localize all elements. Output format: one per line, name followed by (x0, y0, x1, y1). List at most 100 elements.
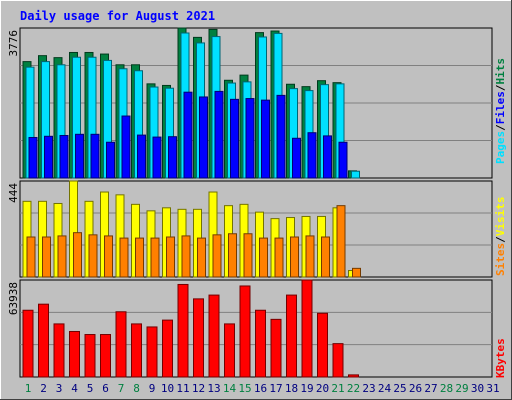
day-label-13: 13 (207, 382, 220, 395)
bar-kbytes-day-7 (115, 311, 127, 378)
bar-pages-day-3 (59, 134, 69, 179)
bar-pages-day-15 (245, 98, 255, 179)
bar-pages-day-13 (214, 90, 224, 179)
day-label-25: 25 (393, 382, 406, 395)
bar-kbytes-day-19 (301, 279, 313, 378)
bar-sites-day-5 (88, 234, 98, 278)
day-label-19: 19 (300, 382, 313, 395)
bar-pages-day-14 (230, 98, 239, 179)
day-label-14: 14 (223, 382, 237, 395)
legend-item-pages: Pages (494, 131, 507, 164)
bar-kbytes-day-18 (286, 294, 297, 378)
bar-pages-day-2 (44, 135, 53, 179)
day-label-6: 6 (102, 382, 109, 395)
panel-max-label: 63938 (7, 282, 20, 315)
bar-sites-day-22 (352, 267, 361, 278)
bar-files-day-22 (351, 170, 360, 179)
bar-kbytes-day-9 (146, 326, 158, 378)
day-label-5: 5 (87, 382, 94, 395)
bar-sites-day-8 (135, 237, 144, 278)
bar-sites-day-9 (150, 237, 160, 278)
legend-item-hits: Hits (494, 58, 507, 85)
day-label-16: 16 (254, 382, 267, 395)
day-label-28: 28 (440, 382, 453, 395)
legend-item-visits: Visits (494, 197, 507, 237)
bar-sites-day-10 (166, 236, 175, 278)
day-label-3: 3 (56, 382, 63, 395)
bar-pages-day-6 (106, 141, 115, 179)
day-label-10: 10 (161, 382, 174, 395)
day-label-21: 21 (331, 382, 344, 395)
chart-panels: 3776 444 63938 (7, 27, 493, 378)
legend-item-files: Files (494, 91, 507, 124)
bar-pages-day-21 (338, 141, 348, 179)
bar-kbytes-day-22 (348, 374, 359, 378)
bar-pages-day-4 (75, 133, 84, 179)
bar-pages-day-17 (276, 94, 286, 179)
bar-kbytes-day-6 (100, 334, 111, 378)
day-label-1: 1 (25, 382, 32, 395)
chart-title: Daily usage for August 2021 (20, 9, 215, 23)
bar-sites-day-15 (243, 233, 253, 278)
bar-pages-day-20 (323, 135, 332, 179)
bar-sites-day-4 (73, 232, 82, 278)
bar-kbytes-day-1 (22, 309, 34, 378)
day-label-11: 11 (176, 382, 189, 395)
bar-sites-day-1 (26, 236, 36, 278)
legend-item-sites: Sites (494, 243, 507, 276)
bar-pages-day-18 (292, 137, 301, 179)
panel-visits-sites: 444 (7, 180, 493, 278)
day-label-7: 7 (118, 382, 125, 395)
panel-hits-files-pages: 3776 (7, 27, 493, 179)
bar-pages-day-19 (307, 132, 317, 179)
panel-max-label: 3776 (7, 30, 20, 57)
day-label-30: 30 (471, 382, 484, 395)
bar-pages-day-7 (121, 115, 131, 179)
day-label-23: 23 (362, 382, 375, 395)
bar-kbytes-day-11 (177, 283, 189, 378)
bar-sites-day-7 (119, 237, 129, 278)
bar-pages-day-9 (152, 136, 162, 179)
bar-kbytes-day-17 (270, 318, 282, 378)
legend-separator: / (494, 236, 507, 243)
day-label-27: 27 (424, 382, 437, 395)
day-label-2: 2 (40, 382, 47, 395)
panel-max-label: 444 (7, 183, 20, 203)
bar-pages-day-10 (168, 136, 177, 179)
bar-sites-day-18 (290, 236, 299, 278)
day-label-18: 18 (285, 382, 298, 395)
day-label-8: 8 (133, 382, 140, 395)
bar-pages-day-5 (90, 133, 100, 179)
bar-kbytes-day-3 (53, 323, 65, 378)
day-label-20: 20 (316, 382, 329, 395)
day-label-26: 26 (409, 382, 422, 395)
legend-visits-sites: Sites/Visits (494, 197, 507, 277)
day-label-24: 24 (378, 382, 392, 395)
bar-kbytes-day-5 (84, 334, 96, 378)
bar-kbytes-day-13 (208, 294, 220, 378)
bar-sites-day-16 (259, 237, 268, 278)
bar-sites-day-13 (212, 234, 222, 278)
bar-sites-day-20 (321, 236, 330, 278)
bar-sites-day-19 (305, 235, 315, 278)
legend-kbytes: KBytes (494, 338, 507, 378)
bar-kbytes-day-4 (69, 330, 80, 378)
bar-kbytes-day-2 (38, 303, 49, 378)
bar-kbytes-day-21 (332, 343, 344, 378)
day-label-22: 22 (347, 382, 360, 395)
day-label-4: 4 (71, 382, 78, 395)
bar-kbytes-day-20 (317, 312, 328, 378)
bar-sites-day-3 (57, 235, 67, 278)
chart-legends: Pages/Files/Hits Sites/Visits KBytes (494, 58, 507, 378)
day-label-12: 12 (192, 382, 205, 395)
day-label-29: 29 (455, 382, 468, 395)
bar-kbytes-day-14 (224, 323, 235, 378)
bar-kbytes-day-10 (162, 319, 173, 378)
day-label-9: 9 (149, 382, 156, 395)
bar-pages-day-11 (183, 91, 193, 179)
legend-item-kbytes: KBytes (494, 338, 507, 378)
legend-hits-files-pages: Pages/Files/Hits (494, 58, 507, 164)
x-axis-day-labels: 1 2 3 4 5 6 7 8 9 10 11 12 13 14 15 16 17 18 19 20 21 22 23 24 2… (25, 382, 500, 395)
bar-pages-day-16 (261, 99, 270, 179)
